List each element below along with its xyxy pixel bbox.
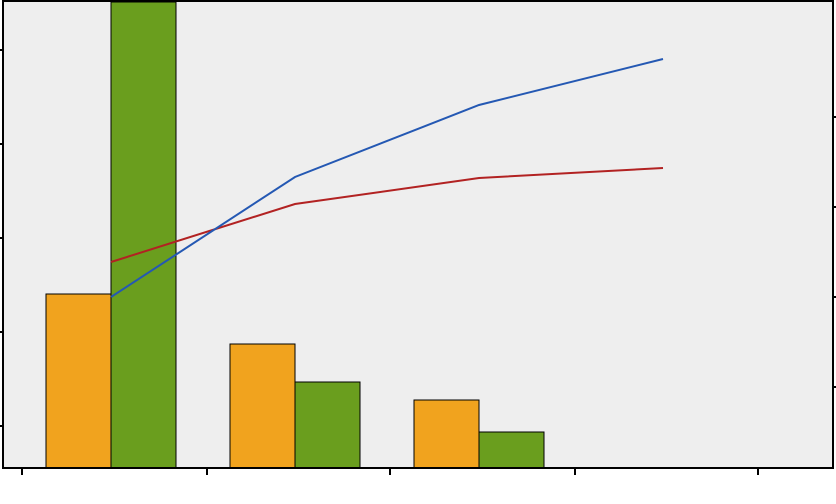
series-green-bar-2 [479,432,544,468]
series-orange-bar-0 [46,294,111,468]
series-green-bar-0 [111,2,176,468]
combo-chart [0,0,836,504]
series-orange-bar-1 [230,344,295,468]
series-green-bar-1 [295,382,360,468]
series-orange-bar-2 [414,400,479,468]
